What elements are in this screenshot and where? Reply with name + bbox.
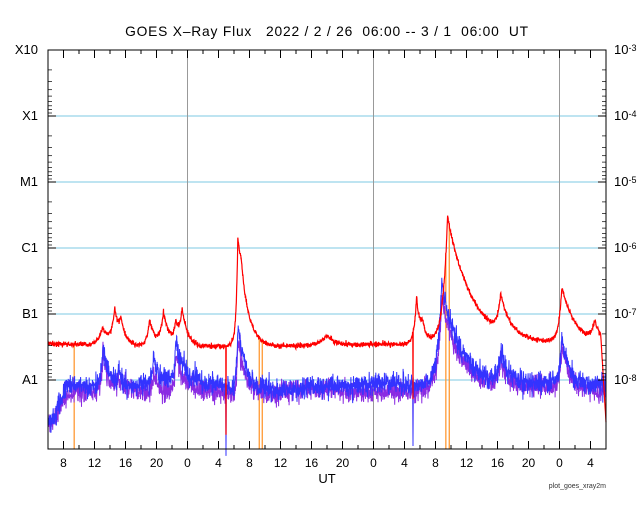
svg-text:X1: X1 bbox=[22, 108, 38, 123]
svg-text:X10: X10 bbox=[15, 42, 38, 57]
svg-text:0: 0 bbox=[556, 456, 563, 470]
svg-text:plot_goes_xray2m: plot_goes_xray2m bbox=[549, 483, 606, 490]
svg-text:4: 4 bbox=[401, 456, 408, 470]
svg-text:B1: B1 bbox=[22, 306, 38, 321]
svg-text:12: 12 bbox=[88, 456, 102, 470]
svg-text:4: 4 bbox=[587, 456, 594, 470]
svg-text:20: 20 bbox=[150, 456, 164, 470]
svg-text:C1: C1 bbox=[21, 240, 38, 255]
svg-text:8: 8 bbox=[246, 456, 253, 470]
svg-text:0: 0 bbox=[370, 456, 377, 470]
svg-text:20: 20 bbox=[336, 456, 350, 470]
svg-text:8: 8 bbox=[432, 456, 439, 470]
svg-text:12: 12 bbox=[274, 456, 288, 470]
svg-text:4: 4 bbox=[215, 456, 222, 470]
svg-text:16: 16 bbox=[305, 456, 319, 470]
svg-text:16: 16 bbox=[491, 456, 505, 470]
svg-text:8: 8 bbox=[60, 456, 67, 470]
svg-text:M1: M1 bbox=[20, 174, 38, 189]
svg-text:16: 16 bbox=[119, 456, 133, 470]
svg-text:0: 0 bbox=[184, 456, 191, 470]
svg-text:UT: UT bbox=[318, 471, 335, 486]
svg-text:12: 12 bbox=[460, 456, 474, 470]
svg-text:20: 20 bbox=[522, 456, 536, 470]
svg-text:A1: A1 bbox=[22, 372, 38, 387]
svg-text:GOES X–Ray Flux 2022 / 2 / 2: GOES X–Ray Flux 2022 / 2 / 26 06:00 -- 3… bbox=[125, 24, 529, 39]
